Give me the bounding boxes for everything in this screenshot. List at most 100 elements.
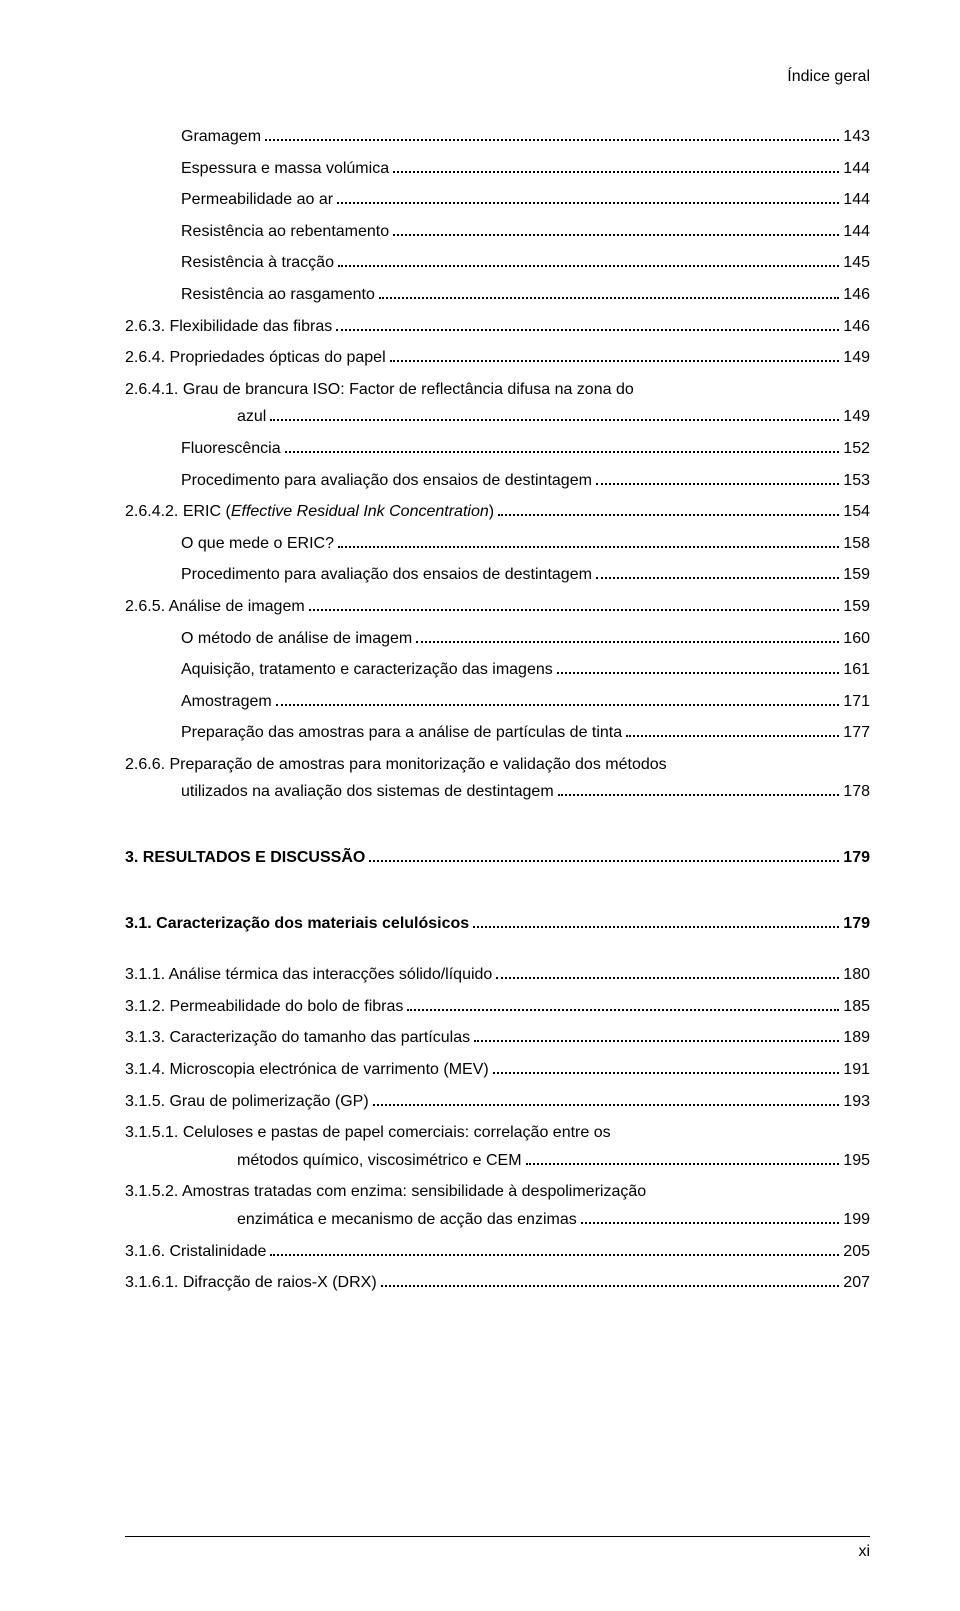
toc-label: Resistência ao rasgamento	[181, 282, 375, 308]
toc-leader	[309, 600, 840, 611]
toc-label-part: )	[489, 503, 494, 520]
toc-page: 180	[843, 962, 870, 988]
toc-entry: Resistência à tracção 145	[125, 250, 870, 276]
toc-label: 2.6.4. Propriedades ópticas do papel	[125, 345, 386, 371]
toc-entry: Espessura e massa volúmica144	[125, 156, 870, 182]
toc-page: 159	[843, 562, 870, 588]
toc-page: 195	[843, 1148, 870, 1174]
toc-leader	[373, 1094, 840, 1105]
toc-entry: 3.1.6. Cristalinidade 205	[125, 1239, 870, 1265]
toc-entry: Resistência ao rasgamento 146	[125, 282, 870, 308]
toc-entry: 3.1.2. Permeabilidade do bolo de fibras1…	[125, 994, 870, 1020]
toc-label: Preparação das amostras para a análise d…	[181, 720, 622, 746]
toc-page: 143	[843, 124, 870, 150]
toc-leader	[276, 695, 840, 706]
toc-page: 193	[843, 1089, 870, 1115]
toc-page: 144	[843, 187, 870, 213]
toc-label: Amostragem	[181, 689, 272, 715]
toc-entry-continuation: métodos químico, viscosimétrico e CEM 19…	[125, 1148, 870, 1174]
toc-page: 179	[843, 911, 870, 937]
toc-label: O método de análise de imagem	[181, 626, 412, 652]
page-number: xi	[125, 1543, 870, 1561]
toc-leader	[270, 1244, 839, 1255]
toc-entry: O que mede o ERIC?158	[125, 531, 870, 557]
toc-leader	[338, 256, 839, 267]
toc-label: 3.1. Caracterização dos materiais celuló…	[125, 911, 469, 937]
toc-leader	[581, 1213, 840, 1224]
toc-entry: 2.6.4.2. ERIC (Effective Residual Ink Co…	[125, 499, 870, 525]
toc-page: 205	[843, 1239, 870, 1265]
toc-leader	[498, 505, 839, 516]
toc-section-heading: 3. RESULTADOS E DISCUSSÃO 179	[125, 845, 870, 871]
toc-label: 2.6.5. Análise de imagem	[125, 594, 305, 620]
toc-page: 149	[843, 345, 870, 371]
toc-label: Gramagem	[181, 124, 261, 150]
toc-leader	[381, 1276, 840, 1287]
toc-page: 158	[843, 531, 870, 557]
toc-entry: O método de análise de imagem 160	[125, 626, 870, 652]
toc-page: 152	[843, 436, 870, 462]
toc-leader	[493, 1063, 840, 1074]
toc-entry: Fluorescência152	[125, 436, 870, 462]
toc-label: métodos químico, viscosimétrico e CEM	[237, 1148, 522, 1174]
toc-label: 3.1.1. Análise térmica das interacções s…	[125, 962, 492, 988]
toc-entry: 3.1.4. Microscopia electrónica de varrim…	[125, 1057, 870, 1083]
toc-page: 146	[843, 314, 870, 340]
toc-entry: Procedimento para avaliação dos ensaios …	[125, 468, 870, 494]
toc-entry: Preparação das amostras para a análise d…	[125, 720, 870, 746]
toc-page: 189	[843, 1025, 870, 1051]
running-header: Índice geral	[125, 68, 870, 86]
toc-entry-continuation: azul 149	[125, 404, 870, 430]
toc-label: utilizados na avaliação dos sistemas de …	[181, 779, 554, 805]
toc-page: 179	[843, 845, 870, 871]
toc-page: 160	[843, 626, 870, 652]
toc-label: Aquisição, tratamento e caracterização d…	[181, 657, 553, 683]
toc-page: 178	[843, 779, 870, 805]
toc-leader	[336, 319, 839, 330]
toc-label: 3. RESULTADOS E DISCUSSÃO	[125, 845, 365, 871]
toc-leader	[557, 663, 840, 674]
toc-leader	[474, 1031, 839, 1042]
toc-label: azul	[237, 404, 266, 430]
toc-entry-continuation: utilizados na avaliação dos sistemas de …	[125, 779, 870, 805]
toc-entry-continuation: enzimática e mecanismo de acção das enzi…	[125, 1207, 870, 1233]
toc-section-heading: 3.1. Caracterização dos materiais celuló…	[125, 911, 870, 937]
toc-leader	[285, 442, 840, 453]
toc-entry: 2.6.4.1. Grau de brancura ISO: Factor de…	[125, 377, 870, 403]
toc-leader	[473, 916, 839, 927]
toc-entry: 3.1.5. Grau de polimerização (GP)193	[125, 1089, 870, 1115]
toc-label: 3.1.6.1. Difracção de raios-X (DRX)	[125, 1270, 377, 1296]
toc-label: Procedimento para avaliação dos ensaios …	[181, 468, 592, 494]
toc-entry: 3.1.6.1. Difracção de raios-X (DRX)207	[125, 1270, 870, 1296]
toc-page: 144	[843, 156, 870, 182]
toc-entry: Procedimento para avaliação dos ensaios …	[125, 562, 870, 588]
toc-label: enzimática e mecanismo de acção das enzi…	[237, 1207, 577, 1233]
toc-leader	[496, 968, 839, 979]
toc-page: 159	[843, 594, 870, 620]
toc-page: 199	[843, 1207, 870, 1233]
toc-label: 3.1.3. Caracterização do tamanho das par…	[125, 1025, 470, 1051]
toc-label: Resistência ao rebentamento	[181, 219, 389, 245]
toc-label: Resistência à tracção	[181, 250, 334, 276]
toc-page: 145	[843, 250, 870, 276]
toc-page: 146	[843, 282, 870, 308]
toc-label: 2.6.3. Flexibilidade das fibras	[125, 314, 332, 340]
toc-label: 3.1.6. Cristalinidade	[125, 1239, 266, 1265]
toc-page: 154	[843, 499, 870, 525]
page-footer: xi	[125, 1536, 870, 1561]
toc-page: 177	[843, 720, 870, 746]
toc-leader	[369, 851, 839, 862]
toc-leader	[393, 225, 839, 236]
footer-rule	[125, 1536, 870, 1537]
toc-page: 171	[843, 689, 870, 715]
toc-label: 3.1.2. Permeabilidade do bolo de fibras	[125, 994, 403, 1020]
toc-entry: 3.1.3. Caracterização do tamanho das par…	[125, 1025, 870, 1051]
toc-entry: Permeabilidade ao ar144	[125, 187, 870, 213]
toc-leader	[626, 726, 839, 737]
toc-page: 161	[843, 657, 870, 683]
toc-label: 2.6.4.2. ERIC (Effective Residual Ink Co…	[125, 499, 494, 525]
toc-leader	[265, 130, 839, 141]
toc-leader	[526, 1154, 840, 1165]
toc-leader	[558, 785, 840, 796]
toc-label-part: 2.6.4.2. ERIC (	[125, 503, 231, 520]
